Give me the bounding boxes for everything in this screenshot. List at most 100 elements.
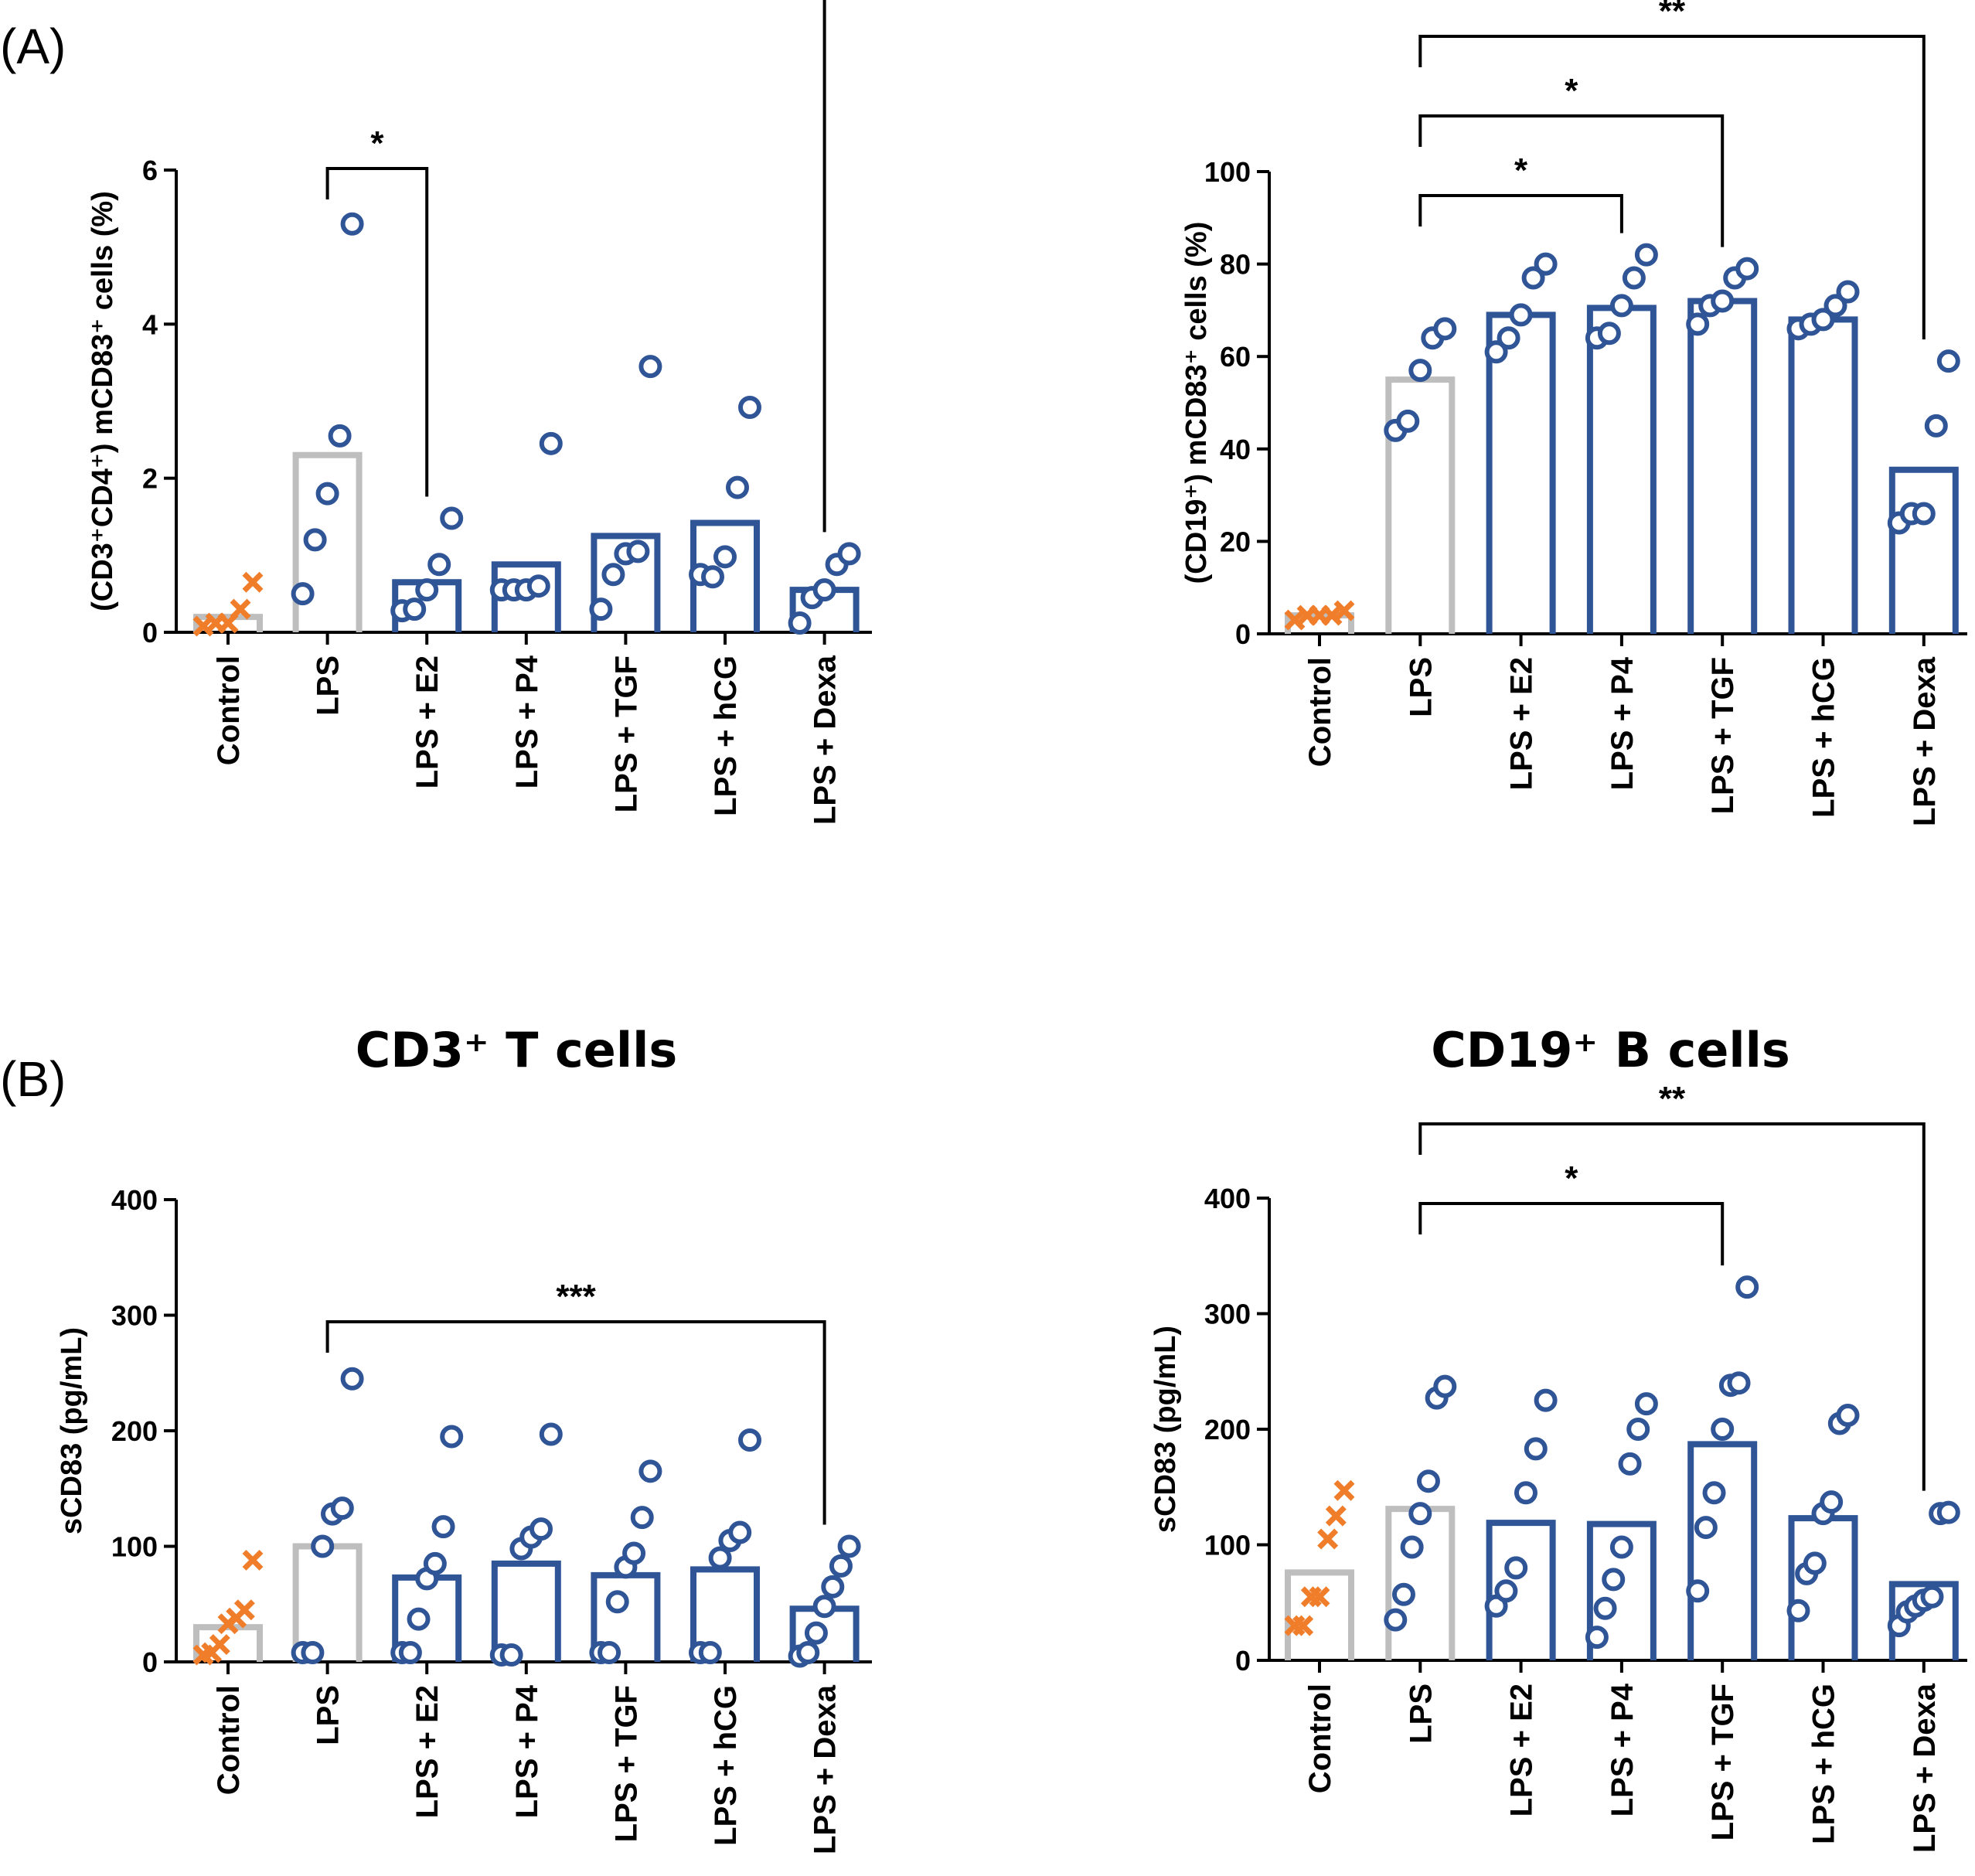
data-point (1912, 502, 1936, 526)
bar (1687, 1441, 1758, 1660)
data-point (1400, 1535, 1424, 1559)
data-point (530, 1517, 553, 1541)
data-point (311, 1534, 335, 1558)
data-point (589, 598, 613, 621)
data-point (315, 482, 339, 506)
data-point-control (242, 1549, 264, 1571)
data-point (1514, 1481, 1537, 1505)
data-point (1936, 1500, 1960, 1524)
significance-label: ** (1659, 0, 1686, 30)
chart-cd19-scd83: CD19⁺ B cells sCD83 (pg/mL) 0 100 200 300 400 C… (1149, 1022, 1967, 1853)
y-tick-label: 100 (1204, 156, 1251, 188)
category-label: LPS + Dexa (1908, 656, 1942, 826)
category-label: LPS (1404, 657, 1438, 717)
data-point (738, 395, 761, 419)
data-point (330, 1496, 354, 1520)
data-point (1396, 409, 1420, 433)
y-tick-label: 4 (142, 308, 158, 340)
data-point (821, 1575, 845, 1599)
data-point (340, 212, 364, 236)
data-point-control (1325, 1505, 1347, 1527)
data-point-control (1292, 1615, 1314, 1636)
data-point (1593, 1596, 1617, 1620)
data-point (788, 611, 812, 635)
data-point (726, 475, 749, 499)
data-point (301, 1641, 325, 1665)
data-point (796, 1641, 820, 1665)
data-point (1735, 1275, 1759, 1299)
y-tick-label: 0 (1235, 618, 1251, 650)
data-point (1711, 1418, 1735, 1441)
data-point (1494, 1579, 1518, 1603)
data-point (1602, 1568, 1626, 1592)
chart-cd3-scd83: CD3⁺ T cells sCD83 (pg/mL) 0 100 200 300 400 Co… (56, 1022, 872, 1854)
significance-bracket (1418, 114, 1725, 247)
category-label: LPS + TGF (609, 1685, 643, 1842)
data-point (837, 542, 861, 566)
data-point (605, 1590, 629, 1614)
y-tick-label: 400 (1204, 1183, 1251, 1214)
data-point (1618, 1452, 1642, 1476)
data-point (1634, 1392, 1658, 1416)
data-point (1634, 243, 1658, 267)
category-label: LPS (312, 655, 346, 716)
data-point (1823, 294, 1847, 318)
category-label: LPS + Dexa (809, 1684, 843, 1854)
data-point (708, 1546, 732, 1570)
bar (1788, 1515, 1858, 1660)
data-point (1585, 1626, 1609, 1650)
significance-bracket (325, 167, 429, 497)
category-label: LPS + P4 (1606, 1683, 1640, 1816)
data-point (713, 545, 737, 569)
category-label: LPS + TGF (1706, 657, 1740, 814)
significance-label: *** (556, 1278, 596, 1316)
data-point (622, 1541, 646, 1565)
significance-label: * (1565, 72, 1578, 110)
bar (591, 533, 661, 632)
y-axis-label: (CD3⁺CD4⁺) mCD83⁺ cells (%) (87, 191, 119, 611)
data-point (630, 1506, 654, 1530)
data-point (1597, 322, 1621, 346)
data-point (638, 1459, 662, 1483)
category-label: LPS + Dexa (809, 655, 843, 825)
data-point (1626, 1418, 1650, 1441)
data-point-control (1309, 1586, 1330, 1608)
category-label: LPS + P4 (1606, 656, 1640, 790)
data-point (1524, 1437, 1548, 1461)
data-point (1694, 1516, 1718, 1540)
data-point (1609, 1535, 1633, 1559)
category-label: LPS + hCG (709, 655, 743, 816)
data-point (407, 1607, 431, 1631)
bar (1586, 1520, 1657, 1660)
category-label: LPS + E2 (1505, 657, 1539, 790)
category-label: LPS (1404, 1684, 1438, 1744)
significance-bracket (325, 1320, 826, 1525)
data-point (829, 1554, 853, 1578)
y-tick-label: 40 (1220, 434, 1251, 465)
data-point-control (242, 571, 264, 593)
data-point (303, 528, 327, 552)
significance-label: * (1514, 152, 1528, 189)
data-point (1534, 1388, 1558, 1412)
data-point (812, 578, 836, 602)
significance-bracket (1418, 35, 1926, 340)
data-point (1521, 266, 1545, 290)
y-tick-label: 200 (1204, 1414, 1251, 1445)
data-point (1803, 1551, 1827, 1575)
category-label: Control (1303, 657, 1337, 767)
data-point (728, 1520, 752, 1544)
significance-bracket (1418, 1202, 1725, 1266)
significance-label: * (370, 124, 384, 162)
data-point (1836, 280, 1860, 304)
data-point (539, 1422, 563, 1446)
data-point (423, 1551, 447, 1575)
data-point (340, 1367, 364, 1391)
bar (1788, 316, 1858, 634)
significance-label: * (1565, 1159, 1578, 1197)
y-tick-label: 60 (1220, 341, 1251, 373)
y-tick-label: 0 (1235, 1645, 1251, 1677)
data-point (1820, 1490, 1844, 1514)
data-point (698, 1641, 722, 1665)
data-point (837, 1534, 861, 1558)
